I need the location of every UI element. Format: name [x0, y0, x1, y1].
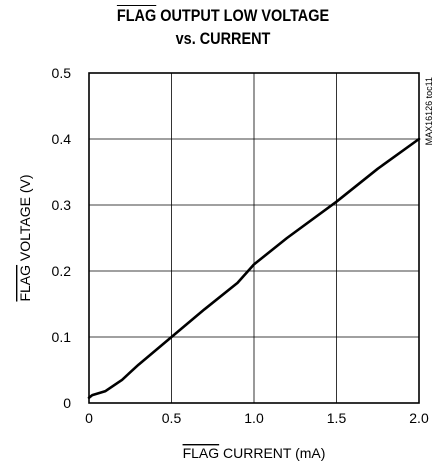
chart-title-line1: FLAG OUTPUT LOW VOLTAGE [33, 6, 412, 26]
chart-title-rest: OUTPUT LOW VOLTAGE [156, 6, 330, 25]
plot-frame [88, 72, 420, 404]
series-line [87, 137, 421, 399]
y-axis-label-overlined: FLAG [17, 265, 33, 302]
x-tick-label-2: 1.0 [244, 410, 264, 426]
x-tick-label-1: 0.5 [162, 410, 182, 426]
figure-code-annotation: MAX16126 toc11 [424, 77, 434, 145]
grid-lines [89, 73, 419, 403]
y-tick-label-0: 0 [63, 395, 71, 411]
y-axis-label: FLAG VOLTAGE (V) [17, 174, 33, 301]
y-tick-labels: 0 0.1 0.2 0.3 0.4 0.5 [52, 65, 72, 411]
y-tick-label-2: 0.2 [52, 263, 72, 279]
y-tick-label-5: 0.5 [52, 65, 72, 81]
chart-title-line2: vs. CURRENT [175, 29, 271, 48]
x-tick-labels: 0 0.5 1.0 1.5 2.0 [85, 410, 429, 426]
x-axis-label-overlined: FLAG [183, 445, 220, 461]
x-axis-label: FLAG CURRENT (mA) [183, 445, 326, 461]
x-tick-label-3: 1.5 [327, 410, 347, 426]
y-tick-label-3: 0.3 [52, 197, 72, 213]
y-tick-label-1: 0.1 [52, 329, 72, 345]
y-tick-label-4: 0.4 [52, 131, 72, 147]
chart-title-overlined-word: FLAG [116, 6, 157, 25]
x-axis-label-rest: CURRENT (mA) [219, 445, 325, 461]
y-axis-label-rest: VOLTAGE (V) [17, 174, 33, 265]
x-tick-label-0: 0 [85, 410, 93, 426]
x-tick-label-4: 2.0 [409, 410, 429, 426]
